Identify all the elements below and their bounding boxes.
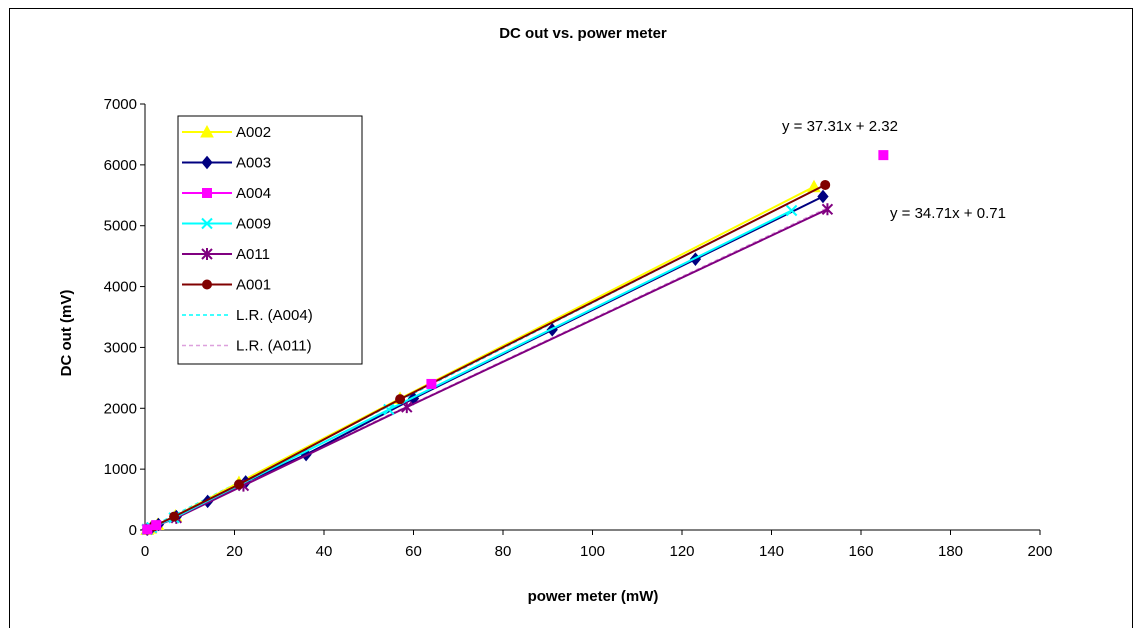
legend-marker (201, 248, 213, 260)
legend-box (177, 115, 363, 365)
x-tick-label: 20 (226, 543, 243, 560)
x-tick-label: 140 (759, 543, 784, 560)
legend-item-a004: A004 (182, 185, 271, 202)
x-tick-label: 100 (580, 543, 605, 560)
series-layer (140, 150, 889, 537)
x-tick-label: 180 (938, 543, 963, 560)
chart-title: DC out vs. power meter (499, 25, 667, 42)
y-tick-label: 0 (129, 522, 137, 539)
tick-labels: 0 20 40 60 80 100 120 140 160 180 2000100020003000… (104, 96, 1053, 560)
x-tick-label: 160 (848, 543, 873, 560)
y-tick-label: 6000 (104, 157, 137, 174)
equation-annotation-a011: y = 34.71x + 0.71 (890, 205, 1006, 222)
series-l-r-a011 (144, 208, 826, 531)
legend: A002 A003 A004 A009 A011 A001 L.R. (A004) L.R. … (177, 115, 363, 365)
legend-marker (202, 279, 212, 290)
x-tick-label: 40 (316, 543, 333, 560)
x-tick-label: 120 (669, 543, 694, 560)
legend-marker (201, 155, 213, 170)
y-tick-label: 7000 (104, 96, 137, 113)
data-point-a004 (878, 150, 889, 161)
legend-label: A001 (236, 277, 271, 294)
x-tick-label: 60 (405, 543, 422, 560)
legend-marker (202, 188, 212, 198)
data-point-a011 (821, 203, 834, 216)
y-tick-label: 1000 (104, 461, 137, 478)
x-tick-label: 80 (495, 543, 512, 560)
y-axis-title: DC out (mV) (58, 290, 75, 377)
legend-label: A009 (236, 216, 271, 233)
annotations: y = 37.31x + 2.32 y = 34.71x + 0.71 (782, 118, 1006, 222)
legend-label: A002 (236, 124, 271, 141)
x-tick-label: 0 (141, 543, 149, 560)
data-point-a003 (817, 189, 829, 204)
legend-label: A003 (236, 155, 271, 172)
legend-item-a002: A002 (182, 124, 271, 141)
legend-item-a001: A001 (182, 277, 271, 294)
y-tick-label: 2000 (104, 400, 137, 417)
data-point-a001 (820, 179, 831, 190)
data-point-a004 (426, 378, 437, 389)
equation-annotation-a004: y = 37.31x + 2.32 (782, 118, 898, 135)
legend-item-l-r-a004: L.R. (A004) (182, 307, 313, 324)
legend-label: A011 (236, 246, 270, 263)
data-point-a001 (169, 511, 180, 522)
legend-marker (201, 217, 213, 230)
y-tick-label: 4000 (104, 279, 137, 296)
legend-item-l-r-a011: L.R. (A011) (182, 338, 312, 355)
data-point-a004 (151, 520, 162, 531)
legend-label: L.R. (A004) (236, 307, 313, 324)
data-point-a001 (395, 394, 406, 405)
y-tick-label: 5000 (104, 218, 137, 235)
legend-marker (200, 124, 214, 138)
x-axis-title: power meter (mW) (528, 588, 659, 605)
legend-item-a009: A009 (182, 216, 271, 233)
legend-item-a011: A011 (182, 246, 270, 263)
legend-label: A004 (236, 185, 271, 202)
x-tick-label: 200 (1027, 543, 1052, 560)
trendline-l-r-a011 (144, 208, 826, 531)
legend-label: L.R. (A011) (236, 338, 312, 355)
series-a004 (142, 150, 889, 535)
axes (140, 103, 1041, 535)
data-point-a001 (233, 479, 244, 490)
legend-item-a003: A003 (182, 155, 271, 172)
data-point-a004 (142, 524, 153, 535)
y-tick-label: 3000 (104, 339, 137, 356)
data-point-a011 (401, 401, 413, 414)
data-point-a009 (785, 204, 798, 217)
